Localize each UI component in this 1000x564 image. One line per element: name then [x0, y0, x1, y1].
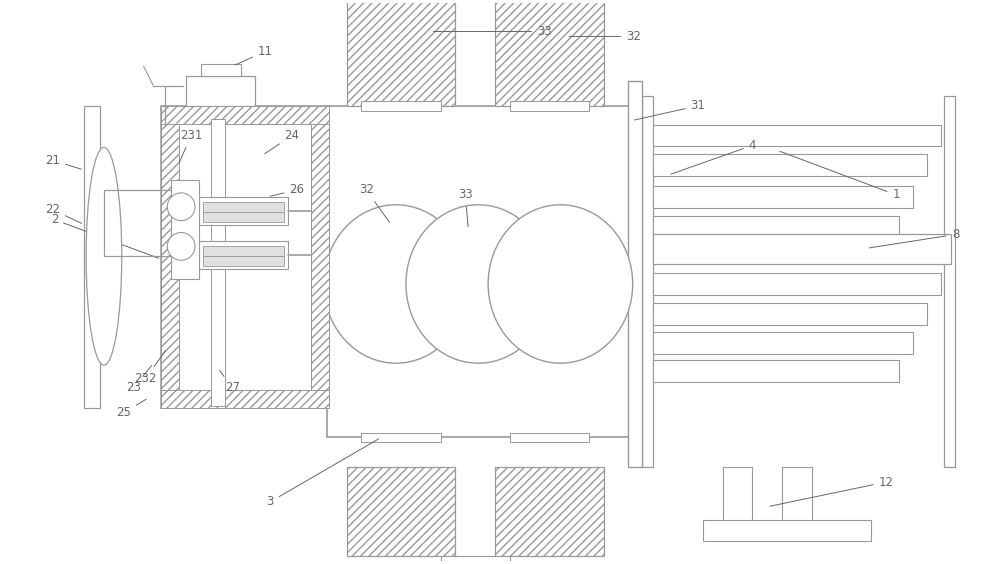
- Circle shape: [167, 193, 195, 221]
- Text: 11: 11: [235, 45, 273, 65]
- Bar: [361, 101, 441, 111]
- Bar: [653, 333, 913, 354]
- Bar: [628, 81, 642, 467]
- Bar: [653, 235, 951, 264]
- Bar: [510, 101, 589, 111]
- Bar: [653, 155, 927, 176]
- Text: 21: 21: [45, 154, 81, 169]
- Bar: [161, 106, 329, 124]
- Text: 27: 27: [219, 371, 240, 394]
- Bar: [653, 186, 913, 208]
- Bar: [161, 106, 329, 408]
- Bar: [782, 467, 812, 522]
- Bar: [653, 215, 899, 237]
- Bar: [161, 106, 179, 408]
- Text: 22: 22: [45, 203, 82, 223]
- Bar: [495, 467, 604, 556]
- Ellipse shape: [488, 205, 633, 363]
- Bar: [347, 0, 455, 106]
- Text: 4: 4: [671, 139, 756, 174]
- Bar: [203, 246, 284, 256]
- Text: 26: 26: [270, 183, 305, 196]
- Text: 24: 24: [265, 129, 300, 154]
- Text: 33: 33: [458, 188, 473, 227]
- Text: 1: 1: [780, 151, 900, 201]
- Text: 232: 232: [134, 351, 166, 385]
- Bar: [347, 467, 455, 556]
- Text: 2: 2: [51, 213, 159, 258]
- Text: 33: 33: [433, 25, 552, 38]
- Bar: [211, 118, 225, 406]
- Bar: [361, 433, 441, 442]
- Bar: [171, 180, 199, 279]
- Bar: [703, 519, 871, 541]
- Bar: [161, 390, 329, 408]
- Ellipse shape: [86, 147, 122, 365]
- Bar: [653, 360, 899, 382]
- Bar: [653, 303, 927, 324]
- Bar: [201, 64, 241, 76]
- Text: 25: 25: [116, 399, 146, 419]
- Bar: [441, 556, 510, 564]
- Bar: [203, 256, 284, 266]
- Bar: [311, 106, 329, 408]
- Text: 12: 12: [770, 475, 894, 506]
- Bar: [653, 273, 941, 295]
- Bar: [199, 241, 288, 269]
- Bar: [944, 96, 955, 467]
- Bar: [203, 202, 284, 212]
- Bar: [510, 433, 589, 442]
- Bar: [327, 106, 629, 438]
- Bar: [653, 125, 941, 146]
- Bar: [186, 76, 255, 106]
- Bar: [199, 197, 288, 224]
- Ellipse shape: [324, 205, 468, 363]
- Circle shape: [167, 232, 195, 260]
- Text: 32: 32: [359, 183, 389, 222]
- Text: 231: 231: [179, 129, 202, 162]
- Text: 3: 3: [267, 439, 379, 508]
- Text: 8: 8: [869, 228, 959, 248]
- Text: 32: 32: [569, 30, 641, 43]
- Bar: [203, 212, 284, 222]
- Text: 23: 23: [126, 365, 152, 394]
- Bar: [495, 0, 604, 106]
- Text: 31: 31: [634, 99, 705, 120]
- Bar: [84, 106, 100, 408]
- Bar: [723, 467, 752, 522]
- Bar: [642, 96, 653, 467]
- Ellipse shape: [406, 205, 550, 363]
